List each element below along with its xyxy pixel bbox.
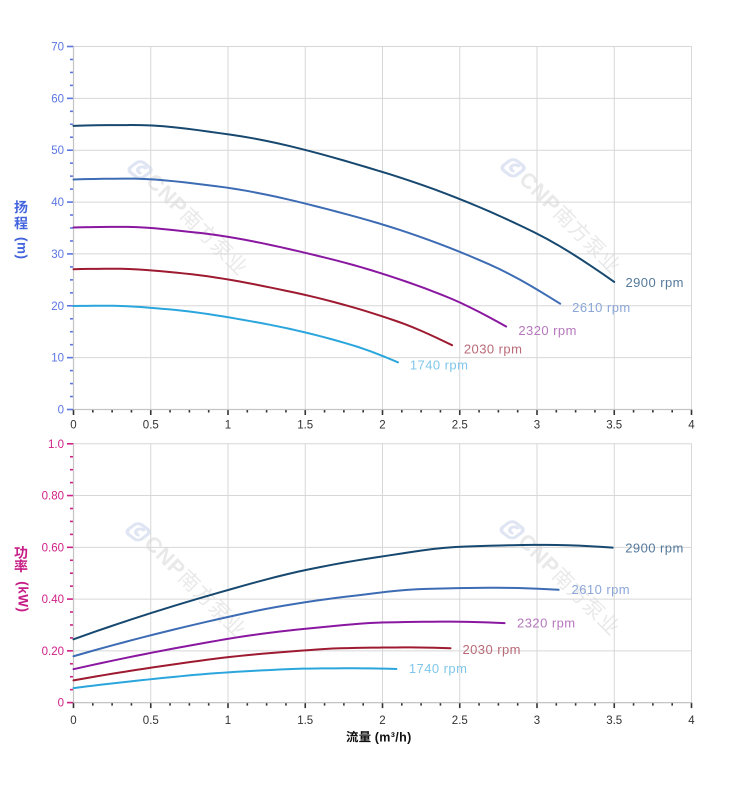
svg-text:(m): (m) <box>15 237 30 260</box>
svg-text:20: 20 <box>51 301 64 313</box>
svg-text:0.5: 0.5 <box>143 715 159 727</box>
svg-text:2610 rpm: 2610 rpm <box>572 582 631 597</box>
svg-text:2030 rpm: 2030 rpm <box>464 341 523 356</box>
svg-text:(m³/h): (m³/h) <box>375 730 412 744</box>
svg-text:1: 1 <box>225 715 231 727</box>
svg-text:2900 rpm: 2900 rpm <box>625 540 684 555</box>
svg-text:2610 rpm: 2610 rpm <box>572 300 631 315</box>
svg-text:2.5: 2.5 <box>452 715 468 727</box>
svg-text:40: 40 <box>51 197 64 209</box>
svg-text:1.0: 1.0 <box>48 439 64 451</box>
svg-text:2: 2 <box>379 419 385 431</box>
svg-text:2030 rpm: 2030 rpm <box>462 642 521 657</box>
svg-text:0.60: 0.60 <box>42 542 64 554</box>
svg-text:50: 50 <box>51 145 64 157</box>
svg-text:1.5: 1.5 <box>297 715 313 727</box>
svg-text:3.5: 3.5 <box>606 715 622 727</box>
svg-text:3: 3 <box>534 419 540 431</box>
svg-text:2900 rpm: 2900 rpm <box>625 275 684 290</box>
svg-text:10: 10 <box>51 353 64 365</box>
svg-text:2320 rpm: 2320 rpm <box>518 323 577 338</box>
svg-text:2.5: 2.5 <box>452 419 468 431</box>
svg-text:1: 1 <box>225 419 231 431</box>
svg-text:2320 rpm: 2320 rpm <box>517 615 576 630</box>
svg-text:0: 0 <box>70 419 76 431</box>
svg-text:70: 70 <box>51 42 64 54</box>
svg-text:1740 rpm: 1740 rpm <box>409 661 468 676</box>
svg-text:4: 4 <box>688 419 695 431</box>
svg-text:0: 0 <box>58 698 64 710</box>
svg-text:1740 rpm: 1740 rpm <box>410 357 469 372</box>
svg-text:0.20: 0.20 <box>42 646 64 658</box>
svg-text:(kW): (kW) <box>16 581 31 612</box>
svg-text:0.80: 0.80 <box>42 491 64 503</box>
svg-text:30: 30 <box>51 249 64 261</box>
svg-text:0: 0 <box>70 715 76 727</box>
svg-text:0.5: 0.5 <box>143 419 159 431</box>
svg-text:60: 60 <box>51 93 64 105</box>
svg-text:2: 2 <box>379 715 385 727</box>
svg-text:4: 4 <box>688 715 695 727</box>
svg-text:0: 0 <box>58 405 64 417</box>
svg-text:1.5: 1.5 <box>297 419 313 431</box>
svg-text:3: 3 <box>534 715 540 727</box>
svg-text:0.40: 0.40 <box>42 594 64 606</box>
svg-text:3.5: 3.5 <box>606 419 622 431</box>
